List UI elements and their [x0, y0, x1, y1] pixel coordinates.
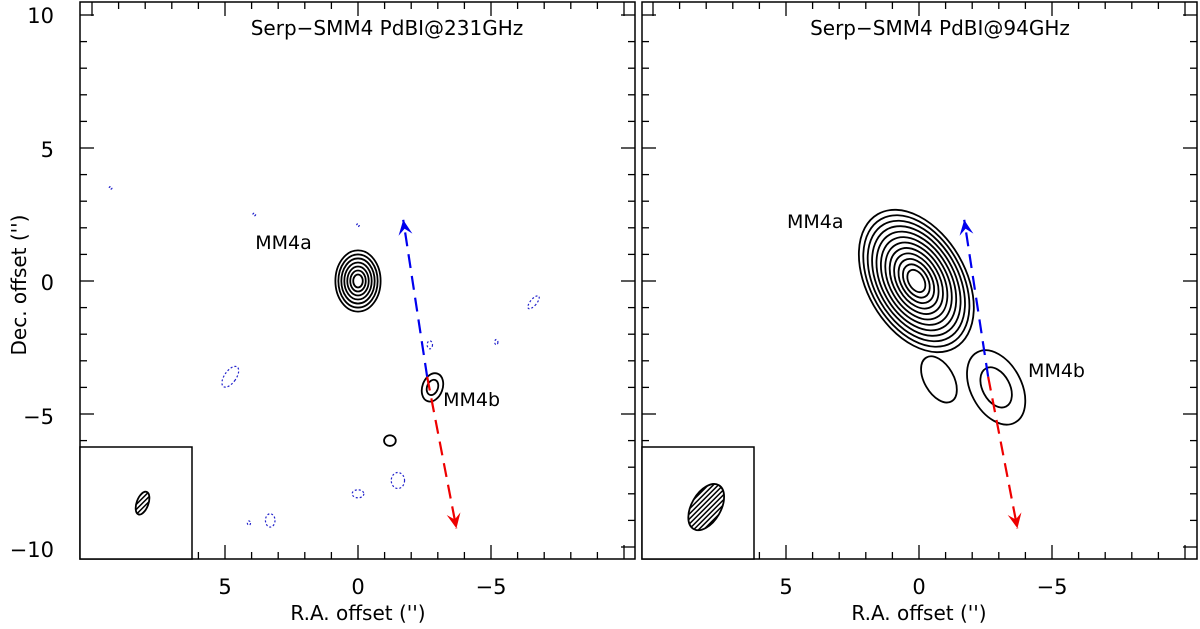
beam-outline [134, 490, 151, 516]
outflow-red-lobe [987, 376, 1019, 529]
contour-negative [356, 223, 360, 228]
contour-negative [221, 365, 240, 388]
contour-positive [346, 265, 370, 297]
x-tick-label-minus5-left: −5 [476, 575, 507, 599]
contour-positive [383, 434, 397, 447]
contour-positive [920, 355, 958, 404]
x-tick-label-0-left: 0 [351, 575, 364, 599]
beam-hatch [132, 489, 153, 517]
source-label-mm4b-left: MM4b [443, 389, 500, 411]
contour-positive [420, 372, 445, 403]
outflow-group-left [398, 219, 461, 529]
contour-positive [866, 219, 966, 343]
contour-positive [340, 257, 376, 305]
beam-hatch-line [680, 477, 722, 537]
source-label-mm4b-right: MM4b [1028, 360, 1085, 382]
contour-negative [108, 185, 113, 190]
contour-positive [871, 225, 962, 337]
contour-positive [897, 258, 936, 304]
x-tick-label-minus5-right: −5 [1037, 575, 1068, 599]
beam-outline [687, 483, 725, 532]
y-tick-label-5: 5 [41, 138, 54, 162]
contour-positive [343, 261, 373, 301]
beam-hatch-line [132, 489, 153, 517]
outflow-red-arrowhead [1007, 512, 1022, 529]
x-axis-label-left: R.A. offset ('') [290, 601, 425, 625]
outflow-blue-lobe [402, 219, 429, 377]
contour-positive [902, 263, 931, 299]
y-tick-label-10: 10 [27, 4, 54, 28]
y-tick-label-minus10: −10 [10, 538, 54, 562]
panel-title-left: Serp−SMM4 PdBI@231GHz [251, 16, 524, 40]
panel-right: Serp−SMM4 PdBI@94GHz MM4a MM4b 5 0 −5 R.… [641, 1, 1198, 625]
contour-negative [351, 489, 365, 499]
contour-negative [390, 471, 406, 490]
contour-positive [893, 252, 940, 310]
contour-negative [494, 338, 499, 346]
contour-negative [527, 295, 540, 310]
y-tick-label-minus5: −5 [23, 405, 54, 429]
x-tick-label-0-right: 0 [912, 575, 925, 599]
source-label-mm4a-right: MM4a [787, 211, 844, 233]
panel-left: Serp−SMM4 PdBI@231GHz MM4a MM4b 10 5 0 −… [7, 1, 636, 625]
contour-negative [246, 520, 252, 526]
outflow-red-lobe [426, 376, 458, 529]
y-tick-label-0: 0 [41, 271, 54, 295]
contour-positive [979, 366, 1013, 409]
beam-hatch-line [680, 477, 727, 537]
beam-ellipse-left [132, 489, 153, 517]
contour-positive [888, 247, 944, 315]
beam-hatch-line [132, 489, 153, 517]
outflow-blue-arrowhead [959, 219, 974, 236]
contour-positive [862, 214, 971, 348]
contour-group-right [857, 208, 1027, 426]
contour-positive [879, 236, 953, 326]
panel-title-right: Serp−SMM4 PdBI@94GHz [810, 16, 1070, 40]
contour-negative [264, 513, 276, 528]
contour-positive [906, 268, 927, 294]
contour-positive [884, 241, 949, 321]
outflow-red-arrowhead [446, 512, 461, 529]
contour-positive [425, 378, 440, 396]
beam-box-right [641, 446, 755, 560]
contour-positive [966, 349, 1027, 426]
contour-positive [875, 230, 958, 332]
x-tick-label-5-right: 5 [779, 575, 792, 599]
beam-hatch-line [685, 477, 732, 537]
outflow-group-right [959, 219, 1022, 529]
contour-negative [426, 340, 434, 350]
panel-ticks-left [80, 2, 635, 559]
contour-positive [857, 208, 975, 354]
contour-positive [352, 273, 364, 289]
x-tick-label-5-left: 5 [218, 575, 231, 599]
outflow-blue-lobe [963, 219, 990, 377]
contour-positive [334, 249, 382, 313]
outflow-blue-arrowhead [398, 219, 413, 236]
beam-hatch-line [132, 489, 153, 517]
contour-group-left [108, 185, 540, 528]
x-axis-label-right: R.A. offset ('') [851, 601, 986, 625]
contour-negative [252, 212, 257, 217]
source-label-mm4a-left: MM4a [255, 232, 312, 254]
beam-inset-right [641, 446, 755, 560]
contour-positive [349, 269, 367, 293]
y-axis-label: Dec. offset ('') [7, 215, 31, 356]
beam-hatch-line [690, 477, 732, 537]
beam-box-left [79, 446, 193, 560]
contour-positive [337, 253, 379, 309]
